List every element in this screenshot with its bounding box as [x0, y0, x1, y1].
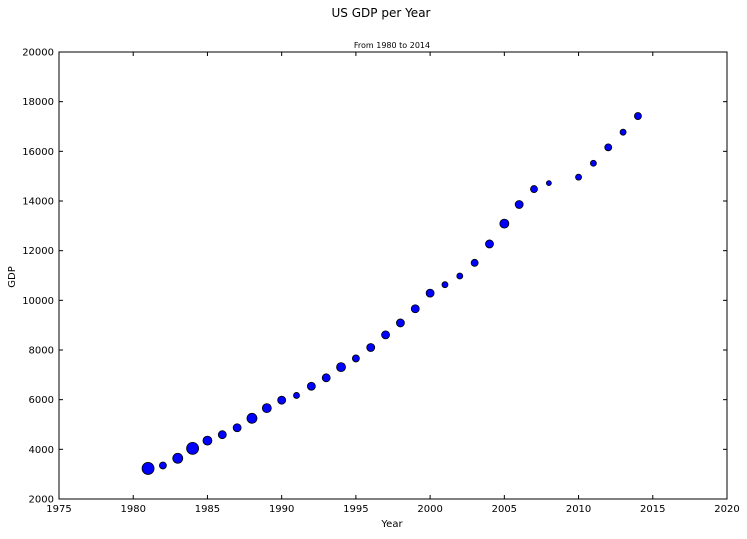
data-point — [499, 218, 510, 229]
x-tick-label: 1995 — [343, 504, 368, 515]
data-point — [246, 412, 258, 424]
data-point — [293, 392, 300, 399]
chart-subtitle: From 1980 to 2014 — [354, 41, 430, 50]
y-tick-label: 18000 — [22, 97, 54, 108]
x-tick-label: 2000 — [417, 504, 442, 515]
data-point — [604, 143, 613, 152]
data-point — [366, 343, 376, 352]
x-tick-label: 1980 — [120, 504, 145, 515]
data-point — [186, 441, 200, 455]
y-tick-label: 14000 — [22, 197, 54, 208]
data-point — [575, 173, 582, 181]
data-point — [530, 185, 538, 193]
axis-ticks: 1975 1980 1985 1990 1995 2000 2005 2010 2015 2020… — [22, 48, 740, 516]
data-point — [172, 452, 184, 464]
y-tick-label: 4000 — [29, 445, 54, 456]
y-tick-label: 8000 — [29, 346, 54, 357]
x-tick-label: 2015 — [640, 504, 665, 515]
y-tick-label: 6000 — [29, 395, 54, 406]
data-point — [277, 395, 287, 405]
data-point — [410, 304, 420, 314]
x-tick-label: 1975 — [46, 504, 71, 515]
data-point — [381, 330, 390, 340]
data-point — [634, 112, 642, 120]
data-point — [159, 461, 167, 470]
data-point — [351, 354, 360, 363]
x-tick-label: 2005 — [492, 504, 517, 515]
data-point — [396, 318, 405, 328]
y-tick-label: 20000 — [22, 48, 54, 59]
data-point — [456, 272, 464, 280]
y-tick-label: 12000 — [22, 246, 54, 257]
data-point — [202, 435, 213, 446]
plot-area-frame — [58, 51, 728, 500]
x-tick-label: 2010 — [566, 504, 591, 515]
data-point — [306, 381, 316, 391]
data-point — [470, 258, 479, 267]
chart-title: US GDP per Year — [332, 6, 431, 20]
data-point — [261, 403, 272, 414]
data-point — [425, 288, 435, 298]
x-tick-label: 1990 — [269, 504, 294, 515]
y-tick-label: 2000 — [29, 495, 54, 506]
x-axis-label: Year — [380, 519, 403, 530]
data-point — [545, 180, 552, 187]
data-point — [590, 159, 597, 167]
data-point — [217, 430, 227, 440]
data-point — [514, 200, 524, 209]
y-axis-label: GDP — [7, 266, 18, 287]
y-tick-label: 16000 — [22, 147, 54, 158]
y-tick-label: 10000 — [22, 296, 54, 307]
data-point — [441, 281, 449, 289]
x-tick-label: 1985 — [195, 504, 220, 515]
data-point — [232, 423, 242, 433]
x-tick-label: 2020 — [714, 504, 739, 515]
data-point — [485, 239, 494, 249]
data-point — [619, 128, 627, 136]
data-point — [336, 362, 346, 373]
data-point — [141, 462, 155, 475]
data-point — [321, 373, 331, 383]
data-points — [141, 112, 642, 475]
